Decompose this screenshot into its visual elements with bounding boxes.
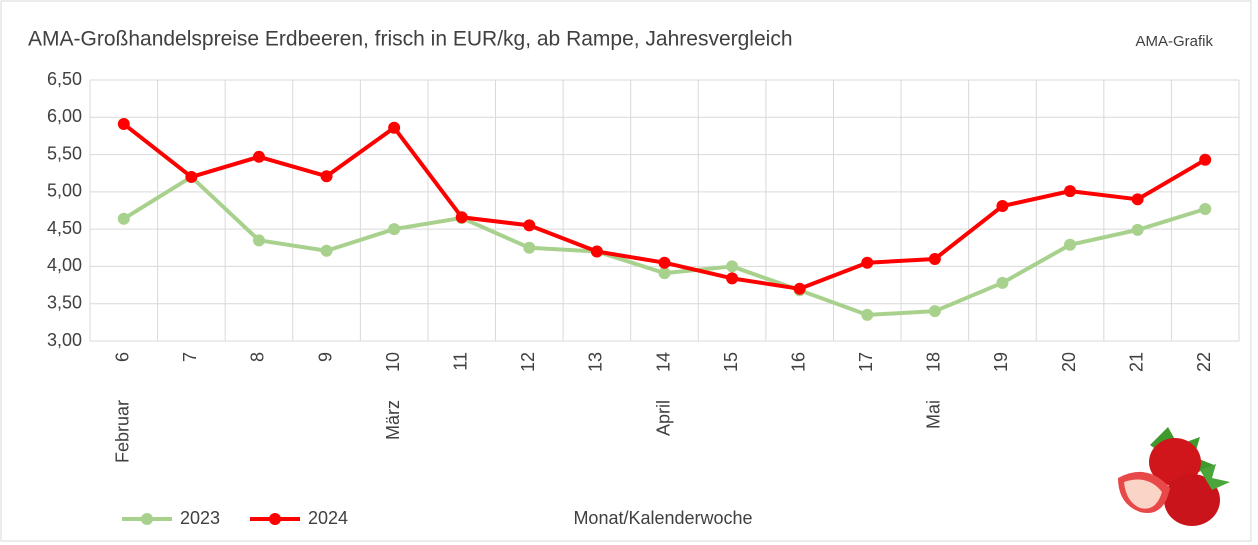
x-tick-label: 19 (991, 352, 1011, 372)
data-point (388, 223, 401, 236)
month-label: März (383, 400, 403, 440)
data-point (320, 244, 333, 257)
legend-label: 2023 (180, 508, 220, 528)
data-point (1131, 223, 1144, 236)
data-point (658, 256, 671, 269)
x-tick-label: 14 (653, 352, 673, 372)
data-point (252, 234, 265, 247)
data-point (252, 150, 265, 163)
x-tick-label: 6 (113, 352, 133, 362)
data-point (1199, 153, 1212, 166)
data-point (1064, 238, 1077, 251)
x-tick-label: 20 (1059, 352, 1079, 372)
x-tick-label: 18 (924, 352, 944, 372)
data-point (388, 121, 401, 134)
data-point (523, 219, 536, 232)
legend-label: 2024 (308, 508, 348, 528)
data-point (117, 212, 130, 225)
data-point (726, 272, 739, 285)
data-point (928, 252, 941, 265)
data-point (523, 241, 536, 254)
data-point (996, 200, 1009, 213)
x-tick-label: 11 (450, 352, 470, 371)
x-tick-label: 13 (586, 352, 606, 372)
data-point (861, 256, 874, 269)
x-tick-label: 12 (518, 352, 538, 372)
legend-marker (269, 513, 281, 525)
x-tick-label: 22 (1194, 352, 1214, 372)
x-tick-label: 21 (1126, 352, 1146, 372)
y-tick-label: 4,50 (47, 218, 82, 238)
data-point (1064, 185, 1077, 198)
data-point (117, 117, 130, 130)
source-label: AMA-Grafik (1135, 33, 1213, 50)
chart-title: AMA-Großhandelspreise Erdbeeren, frisch … (28, 28, 793, 51)
x-tick-label: 8 (248, 352, 268, 362)
month-label: Februar (113, 400, 133, 463)
x-tick-label: 16 (788, 352, 808, 372)
data-point (793, 282, 806, 295)
x-tick-label: 17 (856, 352, 876, 372)
y-tick-label: 4,00 (47, 255, 82, 275)
legend-marker (141, 513, 153, 525)
y-tick-label: 6,50 (47, 69, 82, 89)
data-point (928, 305, 941, 318)
y-tick-label: 5,50 (47, 143, 82, 163)
y-tick-label: 5,00 (47, 181, 82, 201)
x-tick-label: 7 (180, 352, 200, 362)
data-point (861, 308, 874, 321)
month-label: Mai (924, 400, 944, 429)
data-point (590, 245, 603, 258)
data-point (658, 267, 671, 280)
data-point (1199, 203, 1212, 216)
y-tick-label: 3,50 (47, 292, 82, 312)
data-point (726, 260, 739, 273)
data-point (996, 276, 1009, 289)
data-point (185, 170, 198, 183)
x-axis-label: Monat/Kalenderwoche (573, 508, 752, 528)
x-tick-label: 9 (315, 352, 335, 362)
data-point (320, 170, 333, 183)
strawberry-image (1118, 427, 1230, 526)
x-tick-label: 15 (721, 352, 741, 372)
data-point (1131, 193, 1144, 206)
data-point (455, 211, 468, 224)
y-tick-label: 3,00 (47, 330, 82, 350)
month-label: April (653, 400, 673, 436)
x-tick-label: 10 (383, 352, 403, 372)
y-tick-label: 6,00 (47, 106, 82, 126)
